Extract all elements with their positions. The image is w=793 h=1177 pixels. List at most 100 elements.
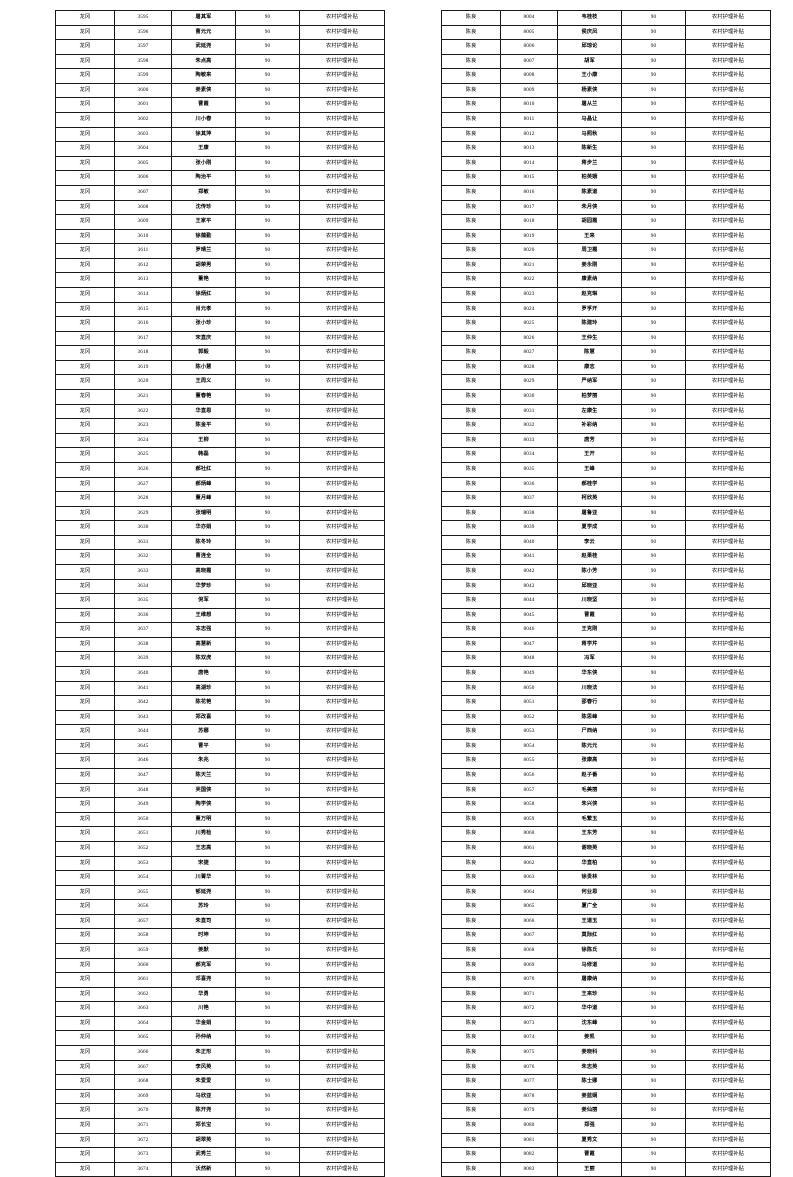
cell-seq: 8024 [500, 301, 558, 318]
table-row: 龙冈 3633 高晓霞 90 农村护理补贴 [55, 563, 385, 580]
cell-subsidy-type: 农村护理补贴 [299, 432, 385, 449]
cell-region: 龙冈 [55, 389, 115, 405]
table-row: 龙冈 3656 苏玲 90 农村护理补贴 [55, 899, 385, 915]
roster-table-left-body: 龙冈 3595 屠其军 90 农村护理补贴 龙冈 3596 曹元元 90 农村护理补贴 龙冈 3597… [55, 10, 385, 1177]
cell-name: 韩磊 [171, 447, 236, 463]
table-row: 龙冈 3672 胡翠英 90 农村护理补贴 [55, 1132, 385, 1149]
cell-amount: 90 [621, 24, 686, 41]
cell-name: 邵春行 [557, 695, 622, 711]
cell-name: 柯欣英 [557, 491, 622, 507]
cell-seq: 8008 [500, 68, 558, 84]
cell-region: 陈良 [441, 1045, 501, 1061]
table-row: 龙冈 3671 郑长宝 90 农村护理补贴 [55, 1117, 385, 1134]
table-row: 龙冈 3653 宋捷 90 农村护理补贴 [55, 855, 385, 872]
table-row: 陈良 8030 柏梦丽 90 农村护理补贴 [441, 389, 771, 405]
cell-amount: 90 [235, 184, 300, 201]
cell-subsidy-type: 农村护理补贴 [685, 24, 771, 41]
cell-subsidy-type: 农村护理补贴 [685, 1147, 771, 1163]
table-row: 陈良 8040 李云 90 农村护理补贴 [441, 534, 771, 551]
table-row: 龙冈 3619 陈小慧 90 农村护理补贴 [55, 359, 385, 376]
cell-region: 陈良 [441, 1103, 501, 1119]
cell-name: 陈冬玲 [171, 534, 236, 551]
cell-region: 龙冈 [55, 578, 115, 595]
table-row: 龙冈 3627 郝炳峰 90 农村护理补贴 [55, 476, 385, 493]
cell-seq: 8065 [500, 899, 558, 915]
cell-name: 郝炳峰 [171, 476, 236, 493]
table-row: 龙冈 3658 时坤 90 农村护理补贴 [55, 928, 385, 944]
cell-seq: 3604 [114, 141, 172, 157]
cell-amount: 90 [235, 1030, 300, 1047]
cell-amount: 90 [621, 170, 686, 186]
table-row: 龙冈 3598 朱点高 90 农村护理补贴 [55, 53, 385, 70]
table-row: 龙冈 3630 华亦娟 90 农村护理补贴 [55, 520, 385, 536]
cell-amount: 90 [621, 272, 686, 288]
table-row: 龙冈 3605 张小刚 90 农村护理补贴 [55, 155, 385, 172]
table-row: 陈良 8022 康素纳 90 农村护理补贴 [441, 272, 771, 288]
cell-name: 王志高 [171, 840, 236, 857]
cell-region: 陈良 [441, 753, 501, 770]
cell-seq: 3652 [114, 840, 172, 857]
cell-seq: 8029 [500, 374, 558, 391]
cell-name: 曹元元 [171, 24, 236, 41]
table-row: 龙冈 3657 朱直司 90 农村护理补贴 [55, 913, 385, 930]
cell-amount: 90 [621, 418, 686, 434]
cell-amount: 90 [235, 972, 300, 988]
cell-subsidy-type: 农村护理补贴 [299, 549, 385, 565]
table-row: 龙冈 3609 王家平 90 农村护理补贴 [55, 214, 385, 230]
cell-amount: 90 [621, 607, 686, 624]
cell-region: 龙冈 [55, 1132, 115, 1149]
cell-seq: 3647 [114, 768, 172, 784]
cell-region: 龙冈 [55, 228, 115, 245]
cell-seq: 3641 [114, 680, 172, 697]
cell-seq: 3624 [114, 432, 172, 449]
cell-seq: 3646 [114, 753, 172, 770]
table-row: 龙冈 3623 陈金平 90 农村护理补贴 [55, 418, 385, 434]
cell-region: 龙冈 [55, 1059, 115, 1076]
table-row: 龙冈 3628 董月峰 90 农村护理补贴 [55, 491, 385, 507]
cell-region: 陈良 [441, 797, 501, 813]
cell-seq: 3616 [114, 316, 172, 332]
table-row: 陈良 8017 朱月侠 90 农村护理补贴 [441, 199, 771, 216]
table-row: 龙冈 3610 徐蕴勤 90 农村护理补贴 [55, 228, 385, 245]
table-row: 龙冈 3664 华金娟 90 农村护理补贴 [55, 1015, 385, 1032]
cell-name: 侯庆凤 [557, 24, 622, 41]
cell-seq: 3667 [114, 1059, 172, 1076]
cell-subsidy-type: 农村护理补贴 [685, 636, 771, 653]
table-row: 陈良 8016 陈素道 90 农村护理补贴 [441, 184, 771, 201]
cell-seq: 8051 [500, 695, 558, 711]
cell-seq: 3629 [114, 505, 172, 522]
cell-subsidy-type: 农村护理补贴 [685, 1059, 771, 1076]
cell-seq: 3660 [114, 957, 172, 974]
cell-name: 华金娟 [171, 1015, 236, 1032]
cell-name: 冯军 [557, 651, 622, 668]
table-row: 龙冈 3607 郑敏 90 农村护理补贴 [55, 184, 385, 201]
table-row: 陈良 8028 康志 90 农村护理补贴 [441, 359, 771, 376]
table-row: 陈良 8077 陈士娜 90 农村护理补贴 [441, 1074, 771, 1090]
cell-subsidy-type: 农村护理补贴 [299, 97, 385, 114]
cell-subsidy-type: 农村护理补贴 [685, 345, 771, 361]
cell-seq: 8083 [500, 1161, 558, 1177]
table-row: 陈良 8067 莫际红 90 农村护理补贴 [441, 928, 771, 944]
cell-amount: 90 [621, 10, 686, 26]
cell-name: 苏玲 [171, 899, 236, 915]
cell-region: 陈良 [441, 53, 501, 70]
cell-seq: 3620 [114, 374, 172, 391]
cell-amount: 90 [235, 112, 300, 128]
cell-subsidy-type: 农村护理补贴 [299, 301, 385, 318]
cell-name: 陈素道 [557, 184, 622, 201]
cell-seq: 3637 [114, 622, 172, 638]
cell-amount: 90 [235, 68, 300, 84]
cell-seq: 3657 [114, 913, 172, 930]
cell-subsidy-type: 农村护理补贴 [299, 782, 385, 799]
cell-seq: 3642 [114, 695, 172, 711]
cell-amount: 90 [235, 855, 300, 872]
cell-amount: 90 [621, 1045, 686, 1061]
table-row: 陈良 8068 徐陈氏 90 农村护理补贴 [441, 943, 771, 959]
cell-region: 龙冈 [55, 534, 115, 551]
cell-subsidy-type: 农村护理补贴 [299, 1045, 385, 1061]
cell-amount: 90 [621, 826, 686, 842]
table-row: 龙冈 3650 董万明 90 农村护理补贴 [55, 811, 385, 828]
cell-region: 龙冈 [55, 666, 115, 682]
cell-region: 陈良 [441, 1030, 501, 1047]
cell-amount: 90 [621, 913, 686, 930]
